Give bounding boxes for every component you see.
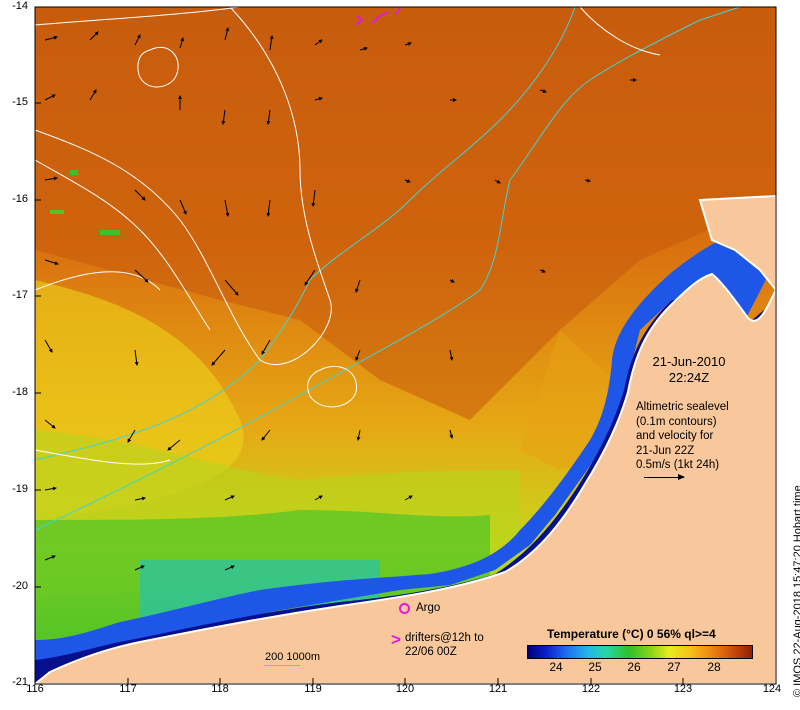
colorbar-tick: 26	[627, 660, 641, 674]
isobath-1000m	[34, 6, 576, 461]
map-datetime: 21-Jun-2010 22:24Z	[634, 354, 744, 386]
colorbar-tick: 25	[588, 660, 602, 674]
y-tick-label: -20	[12, 580, 28, 592]
note-line: 0.5m/s (1kt 24h)	[636, 459, 720, 471]
colorbar	[527, 645, 753, 659]
y-tick-label: -15	[12, 96, 28, 108]
x-tick-label: 118	[211, 683, 229, 695]
y-tick-label: -14	[12, 0, 28, 12]
legend-drifters: > drifters@12h to 22/06 00Z	[391, 631, 484, 659]
x-tick-label: 120	[395, 683, 415, 695]
colorbar-tick: 24	[549, 660, 563, 674]
velocity-scale-arrow-icon	[644, 474, 685, 480]
legend-drifter-line: drifters@12h to	[404, 632, 484, 644]
note-line: (0.1m contours)	[636, 415, 717, 428]
note-line: Altimetric sealevel	[636, 401, 729, 413]
y-tick-label: -17	[12, 289, 28, 301]
legend-argo-label: Argo	[416, 602, 441, 614]
coastal-upwelling	[35, 220, 776, 684]
sealevel-contours	[34, 6, 661, 465]
x-tick-label: 119	[304, 683, 322, 695]
x-tick-label: 124	[762, 683, 782, 695]
isobath-line-icon	[264, 665, 300, 666]
map-time: 22:24Z	[668, 370, 710, 385]
colorbar-tick: 28	[707, 660, 721, 674]
x-tick-label: 116	[26, 683, 44, 695]
y-tick-label: -16	[12, 193, 28, 205]
x-tick-label: 121	[488, 683, 508, 695]
y-tick-label: -21	[12, 676, 28, 688]
note-line: and velocity for	[636, 430, 714, 442]
credit-text: © IMOS 22-Aug-2018 15:47:20 Hobart time	[792, 485, 800, 697]
velocity-arrows	[44, 27, 637, 571]
legend-isobath-label: 200 1000m	[265, 651, 321, 663]
legend-drifter-line: 22/06 00Z	[404, 646, 457, 658]
legend-argo: Argo	[399, 602, 440, 614]
x-tick-label: 123	[673, 683, 693, 695]
colorbar-title: Temperature (°C) 0 56% ql>=4	[547, 627, 716, 641]
argo-circle-icon	[399, 602, 410, 614]
note-line: 21-Jun 22Z	[636, 444, 695, 457]
drifter-tracks	[355, 7, 401, 26]
y-tick-label: -19	[12, 483, 28, 495]
x-tick-label: 117	[119, 683, 137, 695]
x-tick-label: 122	[581, 683, 601, 695]
colorbar-tick: 27	[667, 660, 681, 674]
y-tick-label: -18	[12, 386, 28, 398]
map-date: 21-Jun-2010	[652, 354, 726, 369]
isobath-200m	[34, 6, 741, 531]
drifter-chevron-icon: >	[391, 630, 401, 649]
land-mass	[32, 272, 777, 685]
altimetry-note: Altimetric sealevel (0.1m contours) and …	[636, 400, 729, 473]
